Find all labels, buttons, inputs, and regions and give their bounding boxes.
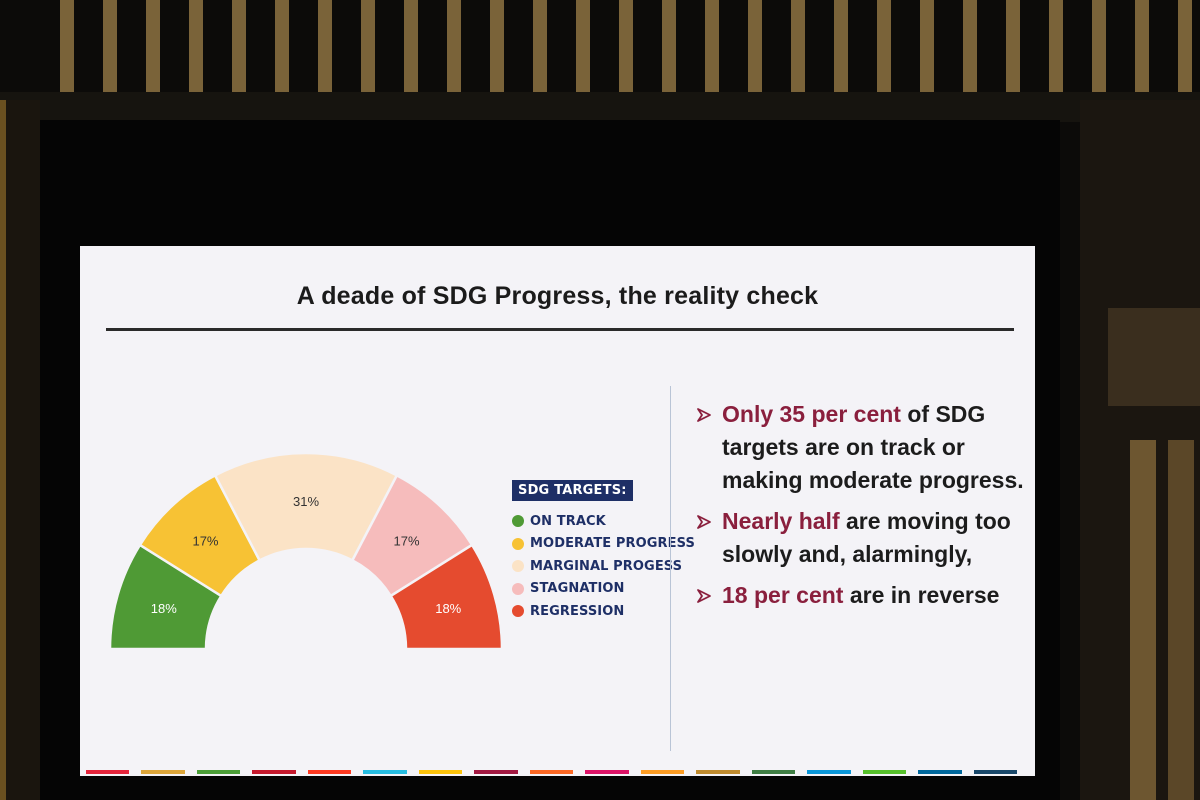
- strip-segment: [141, 770, 185, 774]
- legend-label: STAGNATION: [530, 581, 625, 597]
- legend-label: MODERATE PROGRESS: [530, 536, 695, 552]
- legend-list: ON TRACK MODERATE PROGRESS MARGINAL PROGES…: [512, 510, 695, 623]
- half-donut-chart: 18% 17% 31% 17% 18%: [108, 451, 504, 651]
- strip-segment: [807, 770, 851, 774]
- slice-label: 17%: [192, 533, 218, 548]
- strip-segment: [363, 770, 407, 774]
- strip-segment: [307, 770, 352, 774]
- key-findings-list: Only 35 per cent of SDG targets are on t…: [696, 398, 1026, 620]
- strip-segment: [751, 770, 796, 774]
- finding-text: are moving too slowly and, alarmingly,: [722, 508, 1011, 567]
- slice-label: 17%: [393, 533, 419, 548]
- legend-dot-icon: [512, 605, 524, 618]
- strip-segment: [918, 770, 962, 774]
- finding-bullet: 18 per cent are in reverse: [696, 579, 1026, 612]
- strip-segment: [196, 770, 241, 774]
- slice-label: 31%: [293, 494, 319, 509]
- finding-bullet: Only 35 per cent of SDG targets are on t…: [696, 398, 1026, 497]
- presentation-slide: A deade of SDG Progress, the reality che…: [80, 246, 1035, 776]
- arrowhead-icon: [697, 408, 711, 422]
- finding-text: are in reverse: [843, 582, 1000, 608]
- strip-segment: [640, 770, 685, 774]
- strip-segment: [418, 770, 463, 774]
- finding-bullet: Nearly half are moving too slowly and, a…: [696, 505, 1026, 571]
- legend-item: STAGNATION: [512, 578, 695, 601]
- legend-item: MARGINAL PROGESS: [512, 555, 695, 578]
- finding-highlight: Only 35 per cent: [722, 401, 901, 427]
- column-divider: [670, 386, 671, 751]
- finding-highlight: 18 per cent: [722, 582, 844, 608]
- sdg-color-strip: [86, 770, 1029, 774]
- strip-segment: [585, 770, 629, 774]
- finding-text: of SDG targets are on track or making mo…: [722, 401, 1024, 493]
- legend-item: MODERATE PROGRESS: [512, 533, 695, 556]
- legend-dot-icon: [512, 537, 524, 550]
- strip-segment: [86, 770, 130, 774]
- strip-segment: [973, 770, 1017, 774]
- legend-label: ON TRACK: [530, 513, 606, 529]
- finding-highlight: Nearly half: [722, 508, 840, 534]
- strip-segment: [862, 770, 907, 774]
- slice-marginal-progess: [213, 451, 399, 563]
- strip-segment: [474, 770, 518, 774]
- strip-segment: [252, 770, 296, 774]
- legend-label: REGRESSION: [530, 603, 625, 619]
- legend-label: MARGINAL PROGESS: [530, 558, 683, 574]
- legend-item: ON TRACK: [512, 510, 695, 533]
- slice-label: 18%: [151, 601, 177, 616]
- legend-title: SDG TARGETS:: [512, 480, 633, 501]
- slice-label: 18%: [435, 601, 461, 616]
- title-underline: [106, 328, 1014, 331]
- legend-dot-icon: [512, 560, 524, 573]
- legend-item: REGRESSION: [512, 600, 695, 623]
- slice-regression: [389, 543, 504, 651]
- arrowhead-icon: [697, 589, 711, 603]
- strip-segment: [529, 770, 574, 774]
- arrowhead-icon: [697, 515, 711, 529]
- legend-dot-icon: [512, 582, 524, 595]
- chart-legend: SDG TARGETS: ON TRACK MODERATE PROGRESS MA…: [512, 480, 695, 623]
- legend-dot-icon: [512, 515, 524, 528]
- slide-title: A deade of SDG Progress, the reality che…: [296, 282, 819, 310]
- strip-segment: [696, 770, 740, 774]
